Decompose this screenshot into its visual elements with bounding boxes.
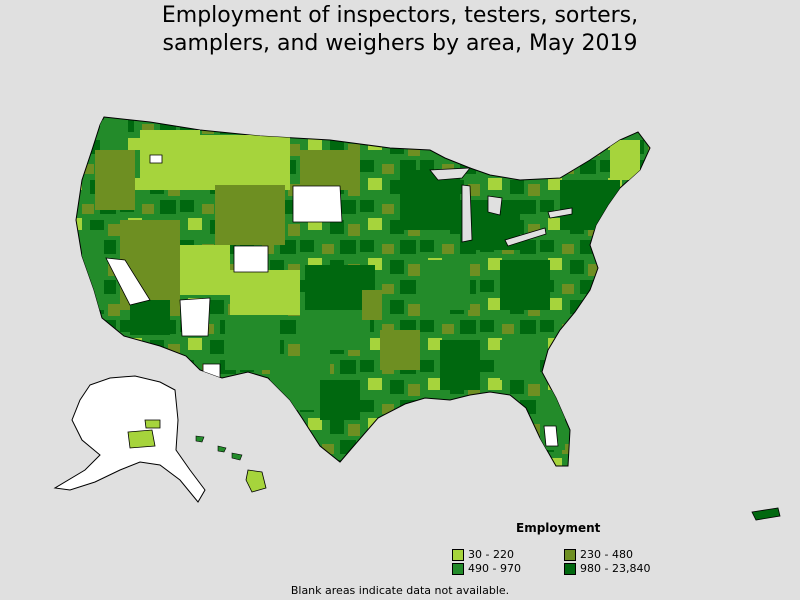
legend-item-490-970: 490 - 970 — [452, 562, 521, 575]
legend-swatch — [564, 562, 576, 575]
hawaii — [195, 435, 267, 493]
legend-swatch — [452, 562, 464, 575]
title-line-1: Employment of inspectors, testers, sorte… — [161, 3, 639, 28]
legend-label: 490 - 970 — [468, 562, 521, 575]
continental-us — [75, 116, 651, 467]
legend-title: Employment — [516, 521, 601, 535]
legend-label: 30 - 220 — [468, 548, 514, 561]
footnote: Blank areas indicate data not available. — [290, 584, 510, 597]
legend-item-30-220: 30 - 220 — [452, 548, 514, 561]
legend-item-980-23840: 980 - 23,840 — [564, 562, 650, 575]
alaska — [53, 375, 206, 503]
puerto-rico — [751, 507, 781, 521]
map-title: Employment of inspectors, testers, sorte… — [0, 2, 800, 58]
legend-item-230-480: 230 - 480 — [564, 548, 633, 561]
legend-label: 980 - 23,840 — [580, 562, 651, 575]
title-line-2: samplers, and weighers by area, May 2019 — [162, 31, 638, 56]
legend-swatch — [452, 548, 464, 561]
legend-swatch — [564, 548, 576, 561]
legend-label: 230 - 480 — [580, 548, 633, 561]
